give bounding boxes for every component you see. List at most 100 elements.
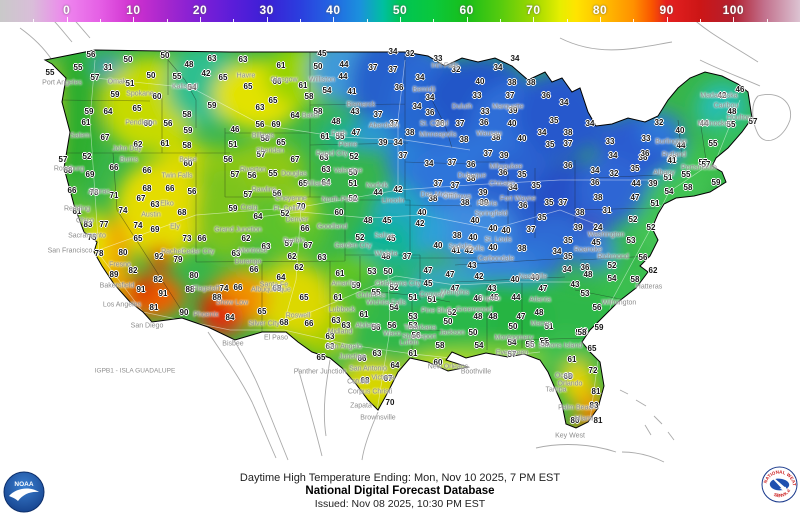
temp-label: 39 [648,179,658,188]
highways [89,59,741,421]
temp-label: 56 [638,253,648,262]
city-label: Bakersfield [99,282,135,290]
temp-label: 88 [185,285,195,294]
temp-label: 66 [249,265,259,274]
issued-timestamp: Issued: Nov 08 2025, 10:30 PM EST [314,498,486,510]
temp-label: 64 [276,273,286,282]
temp-label: 40 [470,216,480,225]
city-label: Montgomery [494,334,534,342]
city-label: Spokane [126,90,154,98]
city-label: Pine Bluff [421,307,451,315]
temp-label: 66 [109,163,119,172]
temp-label: 57 [256,150,266,159]
temp-label: 35 [517,170,527,179]
temp-label: 80 [118,248,128,257]
temp-label: 48 [363,216,373,225]
colorbar-tick [300,19,301,22]
city-label: Baker [301,112,321,120]
city-label: Craig [240,204,258,212]
temp-label: 48 [331,117,341,126]
nws-arrow-icon [771,476,789,494]
city-label: Garden City [334,242,372,250]
city-label: Waco [383,330,401,338]
city-label: Marquette [492,103,524,111]
city-label: Macon [530,320,552,328]
city-label: Fresno [109,261,131,269]
temp-label: 40 [468,233,478,242]
temp-label: 45 [423,279,433,288]
colorbar-tick [766,19,768,22]
city-label: Milwaukee [489,163,523,171]
city-label: Lincoln [381,197,405,205]
city-label: Ft. Collins [273,205,305,213]
city-label: Corpus Christi [347,388,393,396]
city-label: Rapid City [315,150,349,158]
temp-label: 35 [549,116,559,125]
temp-label: 48 [578,327,588,336]
temp-label: 35 [563,252,573,261]
temp-label: 37 [447,158,457,167]
temp-label: 33 [472,91,482,100]
temp-label: 37 [398,151,408,160]
temp-label: 35 [630,164,640,173]
temp-label: 65 [132,104,142,113]
city-label: Norfolk [365,182,389,190]
temp-label: 68 [563,372,573,381]
temp-label: 40 [475,77,485,86]
temp-label: 63 [372,349,382,358]
city-label: Carbondale [477,255,515,263]
temp-label: 66 [67,186,77,195]
temp-label: 52 [447,308,457,317]
colorbar-tick-label: 20 [192,3,208,17]
temp-label: 57 [698,158,708,167]
temp-label: 44 [511,293,521,302]
temp-label: 48 [381,252,391,261]
city-label: Flagstaff [192,285,220,293]
temp-label: 52 [355,233,365,242]
colorbar-tick-label: 0 [63,3,71,17]
temp-label: 56 [163,119,173,128]
temp-label: 52 [349,152,359,161]
city-label: New Orleans [427,363,469,371]
temp-label: 63 [319,153,329,162]
city-label: Minneapolis [419,131,457,139]
temp-label: 40 [530,273,540,282]
temp-label: 59 [183,126,193,135]
temp-label: 66 [197,234,207,243]
temperature-colorbar: 0 10 20 30 40 50 60 70 80 90 100 [0,0,800,22]
temp-label: 40 [675,126,685,135]
temp-label: 58 [435,341,445,350]
city-label: San Angelo [326,343,362,351]
city-label: Santa Fe [259,281,289,289]
city-label: Aberdeen [368,122,400,130]
temp-label: 60 [183,159,193,168]
temp-label: 43 [467,261,477,270]
city-label: St. Louis [484,236,512,244]
temp-label: 32 [405,49,415,58]
temp-label: 52 [348,194,358,203]
temp-label: 63 [325,332,335,341]
temp-label: 46 [473,294,483,303]
svg-text:SERVICE: SERVICE [773,488,791,498]
temp-label: 62 [294,263,304,272]
temp-label: 40 [510,275,520,284]
temp-label: 36 [394,83,404,92]
temp-label: 48 [534,308,544,317]
temp-label: 36 [435,119,445,128]
colorbar-tick-label: 40 [326,3,341,17]
temp-label: 36 [541,91,551,100]
city-label: Washington [587,231,625,239]
city-label: Pendleton [125,119,157,127]
temp-label: 61 [298,81,308,90]
temp-label: 42 [717,91,727,100]
temp-label: 37 [389,119,399,128]
city-label: San Diego [130,322,164,330]
temp-label: 65 [257,307,267,316]
temp-label: 67 [303,241,313,250]
temp-label: 63 [261,242,271,251]
city-label: Silver City [248,320,280,328]
temp-label: 82 [128,266,138,275]
temp-label: 69 [85,170,95,179]
